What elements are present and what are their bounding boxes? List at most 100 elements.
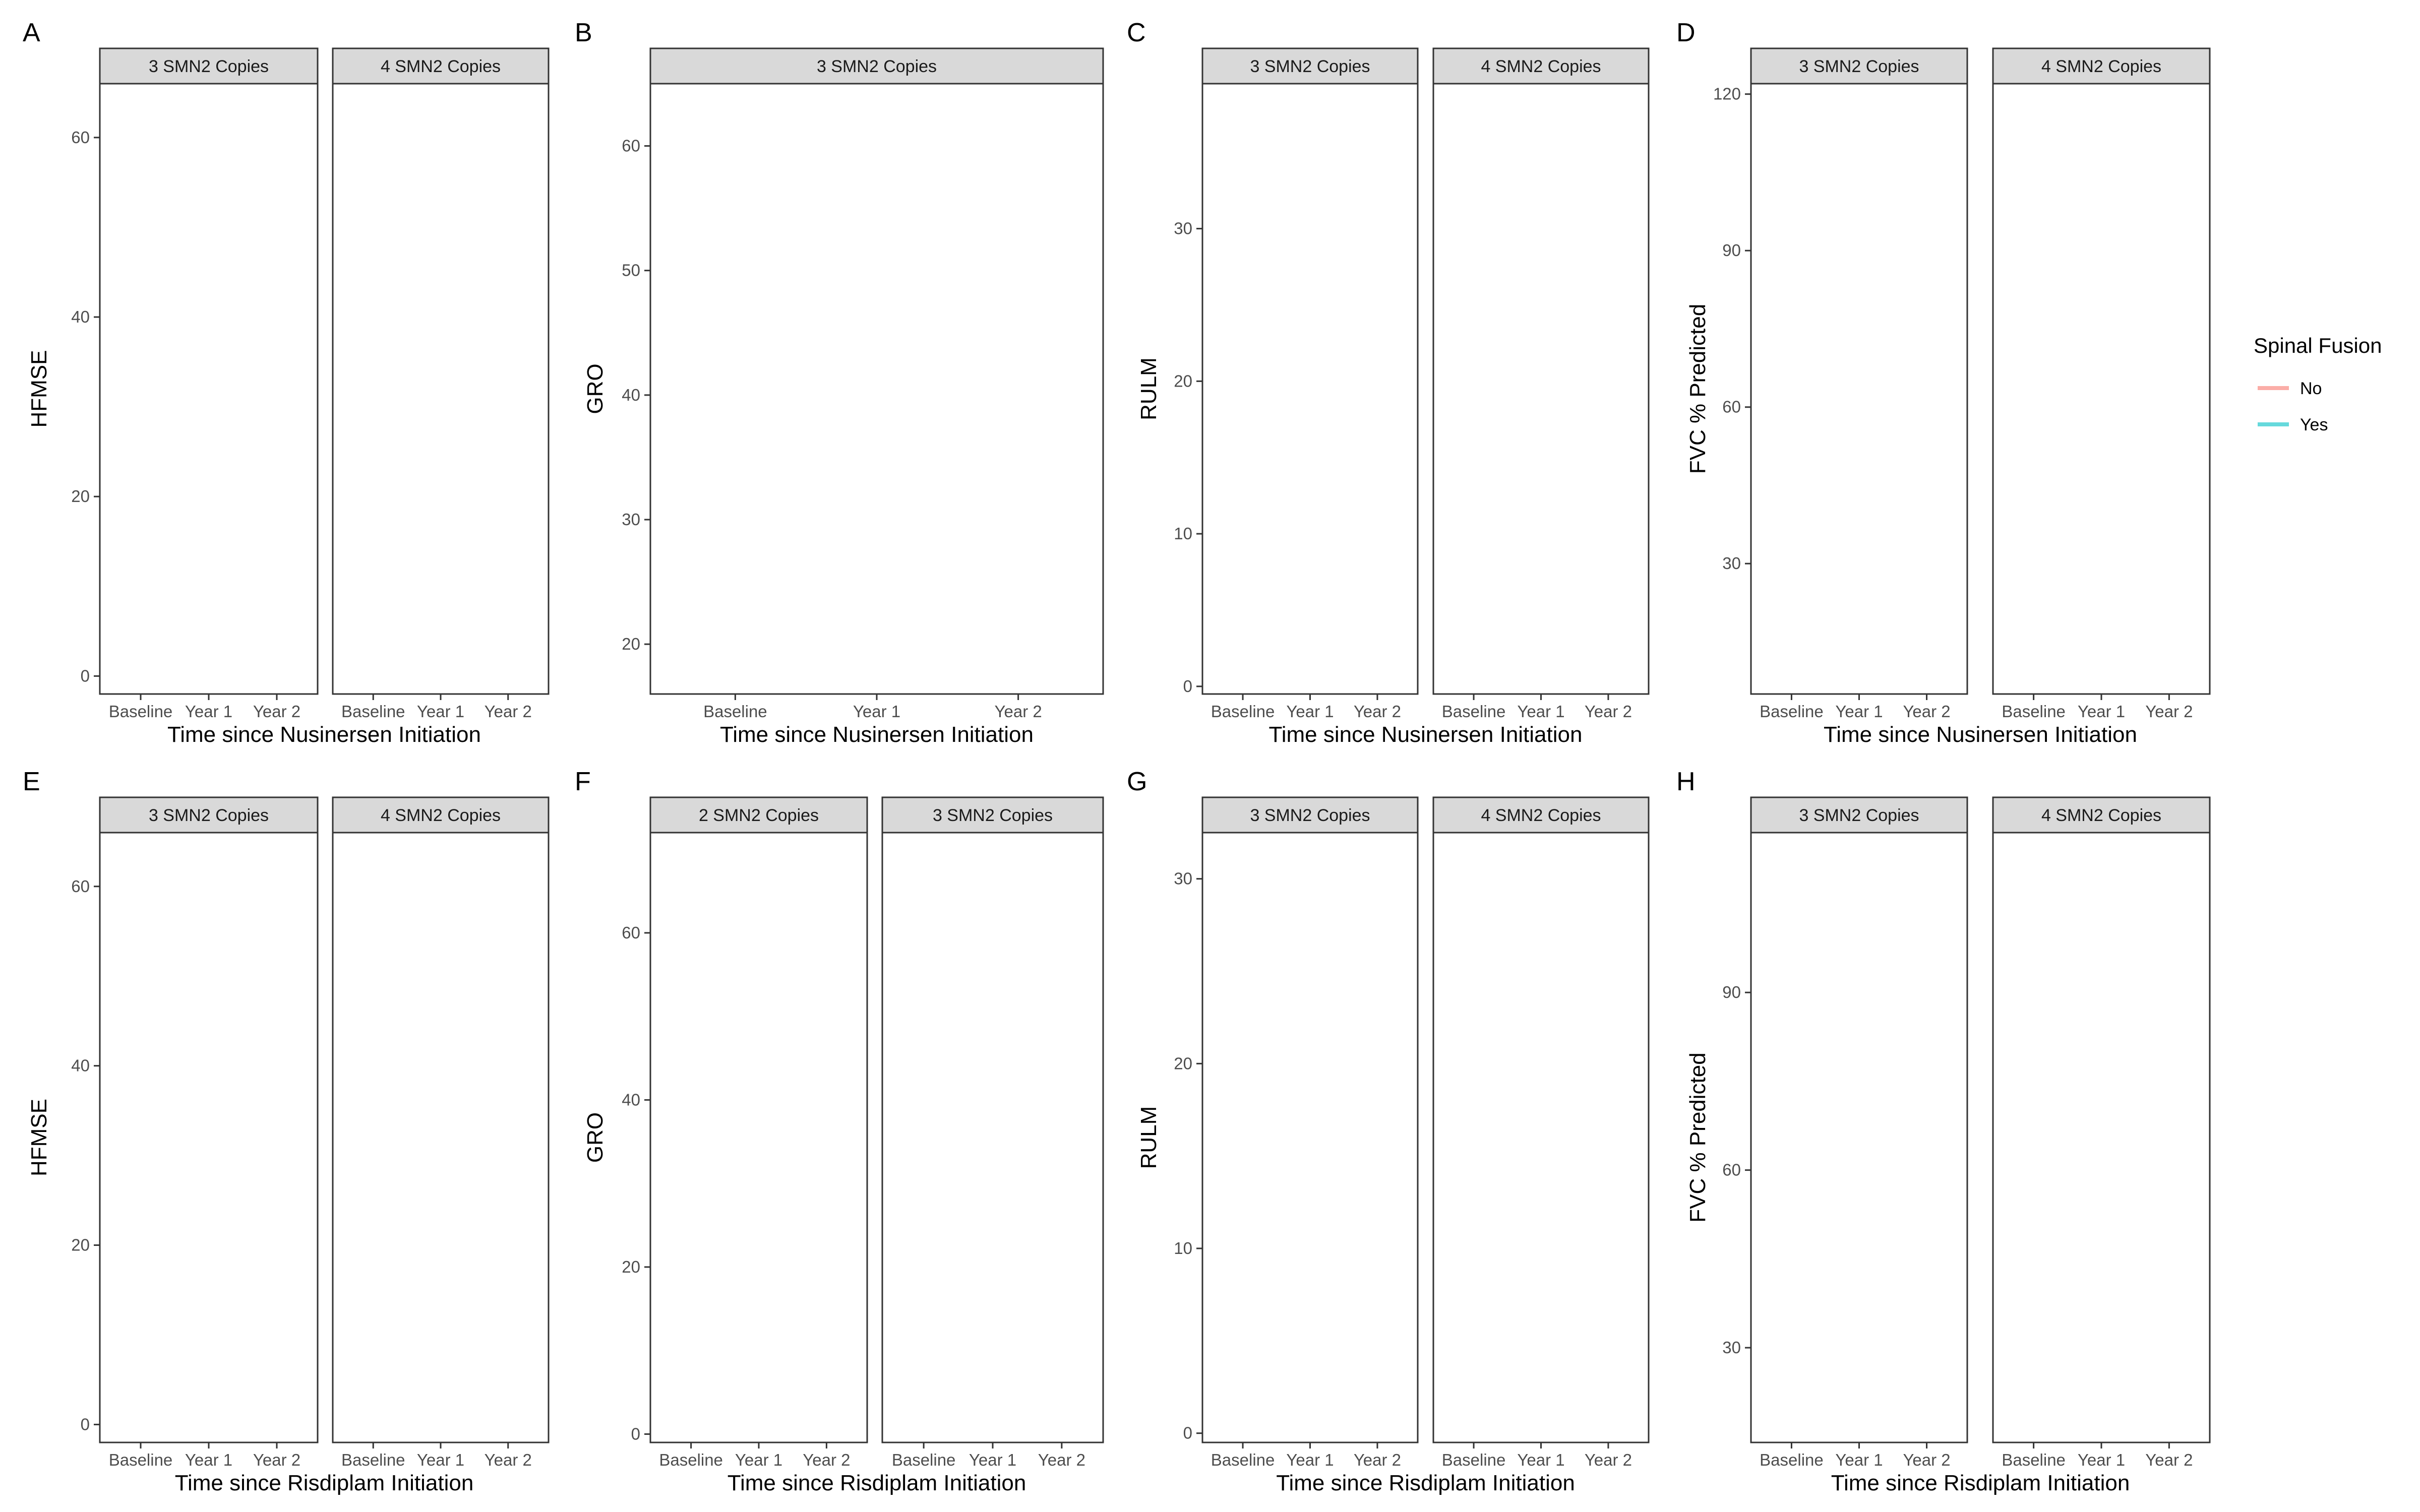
plot-border [1201,83,1419,695]
y-axis-title: RULM [1136,357,1161,420]
y-tick-label: 20 [622,1257,640,1276]
x-axis-title: Time since Risdiplam Initiation [728,1471,1026,1495]
facet-strip-label: 3 SMN2 Copies [1250,57,1370,76]
x-tick-label: Baseline [341,702,405,721]
plot-border [99,832,319,1443]
chart-panel-B: B GRO Time since Nusinersen Initiation 20 30… [575,18,1104,747]
x-tick-label: Year 1 [1835,1451,1883,1469]
x-tick-label: Year 1 [2078,1451,2125,1469]
facet-F-1: 2 SMN2 Copies Baseline Year 1 Year 2 [649,796,868,1469]
y-axis-title: GRO [583,1112,608,1163]
y-tick-label: 120 [1713,85,1741,103]
x-tick-label: Year 2 [803,1451,850,1469]
x-tick-label: Year 2 [2145,702,2193,721]
x-tick-label: Year 1 [1517,1451,1564,1469]
facet-C-2: 4 SMN2 Copies Baseline Year 1 Year 2 [1432,47,1650,721]
x-tick-label: Baseline [2002,1451,2066,1469]
x-tick-label: Year 1 [1286,1451,1334,1469]
facet-G-2: 4 SMN2 Copies Baseline Year 1 Year 2 [1432,796,1650,1469]
x-tick-label: Baseline [659,1451,723,1469]
facet-D-1: 3 SMN2 Copies Baseline Year 1 Year 2 [1750,47,1968,721]
panel-letter: F [575,767,591,796]
facet-strip [881,796,1104,834]
plot-border [99,83,319,695]
facet-C-1: 3 SMN2 Copies Baseline Year 1 Year 2 [1201,47,1419,721]
x-tick-label: Year 1 [735,1451,782,1469]
facet-strip-label: 3 SMN2 Copies [817,57,937,76]
y-axis-title: FVC % Predicted [1685,304,1710,474]
plot-border [1992,832,2211,1443]
x-tick-label: Year 1 [1286,702,1334,721]
y-tick-label: 40 [622,1090,640,1109]
y-tick-label: 60 [622,923,640,942]
x-tick-label: Year 1 [1835,702,1883,721]
legend-title: Spinal Fusion [2254,334,2382,357]
facet-strip-label: 2 SMN2 Copies [699,806,819,825]
facet-strip-label: 4 SMN2 Copies [381,57,501,76]
plot-border [649,832,868,1443]
y-tick-label: 30 [1174,869,1192,888]
x-tick-label: Year 1 [1517,702,1564,721]
facet-E-1: 3 SMN2 Copies Baseline Year 1 Year 2 [99,796,319,1469]
plot-border [1750,832,1968,1443]
chart-panel-E: E HFMSE Time since Risdiplam Initiation 0 20… [23,767,550,1495]
facet-strip-label: 3 SMN2 Copies [149,57,269,76]
y-tick-label: 20 [71,1236,90,1254]
panel-letter: B [575,18,592,47]
y-axis-title: GRO [583,363,608,414]
x-tick-label: Baseline [1760,702,1824,721]
chart-panel-H: H FVC % Predicted Time since Risdiplam Ini… [1676,767,2211,1495]
y-tick-label: 10 [1174,524,1192,543]
x-axis-title: Time since Risdiplam Initiation [175,1471,474,1495]
x-tick-label: Baseline [2002,702,2066,721]
x-axis-title: Time since Nusinersen Initiation [1824,722,2137,747]
x-axis-title: Time since Nusinersen Initiation [1269,722,1583,747]
panel-letter: A [23,18,40,47]
y-tick-label: 0 [81,1415,90,1433]
x-tick-label: Year 2 [1354,702,1401,721]
facet-strip [649,796,868,834]
y-axis-title: FVC % Predicted [1685,1052,1710,1222]
facet-strip-label: 4 SMN2 Copies [381,806,501,825]
legend: Spinal Fusion No Yes [2254,334,2382,434]
plot-border [1750,83,1968,695]
y-tick-label: 30 [622,510,640,529]
facet-D-2: 4 SMN2 Copies Baseline Year 1 Year 2 [1992,47,2211,721]
facet-strip-label: 3 SMN2 Copies [1799,57,1919,76]
y-tick-label: 20 [1174,371,1192,390]
x-tick-label: Baseline [109,1451,173,1469]
y-tick-label: 0 [631,1424,640,1443]
y-tick-label: 30 [1174,219,1192,238]
y-tick-label: 90 [1722,241,1741,260]
facet-strip [1201,47,1419,85]
x-tick-label: Year 2 [253,702,300,721]
facet-H-1: 3 SMN2 Copies Baseline Year 1 Year 2 [1750,796,1968,1469]
plot-border [1992,83,2211,695]
panel-letter: E [23,767,40,796]
x-tick-label: Year 1 [2078,702,2125,721]
x-axis-title: Time since Risdiplam Initiation [1831,1471,2130,1495]
panel-letter: C [1127,18,1146,47]
x-tick-label: Year 2 [1585,702,1632,721]
x-tick-label: Year 2 [485,702,532,721]
y-tick-label: 40 [71,1056,90,1075]
x-tick-label: Baseline [1442,702,1506,721]
x-tick-label: Baseline [1442,1451,1506,1469]
x-tick-label: Year 1 [969,1451,1016,1469]
y-tick-label: 60 [1722,1161,1741,1179]
y-tick-label: 20 [71,487,90,506]
y-tick-label: 90 [1722,983,1741,1001]
panel-letter: H [1676,767,1696,796]
x-tick-label: Year 1 [853,702,900,721]
x-tick-label: Baseline [1760,1451,1824,1469]
plot-border [881,832,1104,1443]
facet-strip [1750,47,1968,85]
x-tick-label: Year 1 [185,1451,232,1469]
x-tick-label: Baseline [1211,702,1275,721]
facet-strip-label: 3 SMN2 Copies [933,806,1053,825]
y-tick-label: 40 [71,307,90,326]
facet-strip-label: 4 SMN2 Copies [1481,57,1601,76]
x-tick-label: Year 2 [995,702,1042,721]
facet-strip-label: 4 SMN2 Copies [2041,57,2161,76]
facet-strip [649,47,1104,85]
